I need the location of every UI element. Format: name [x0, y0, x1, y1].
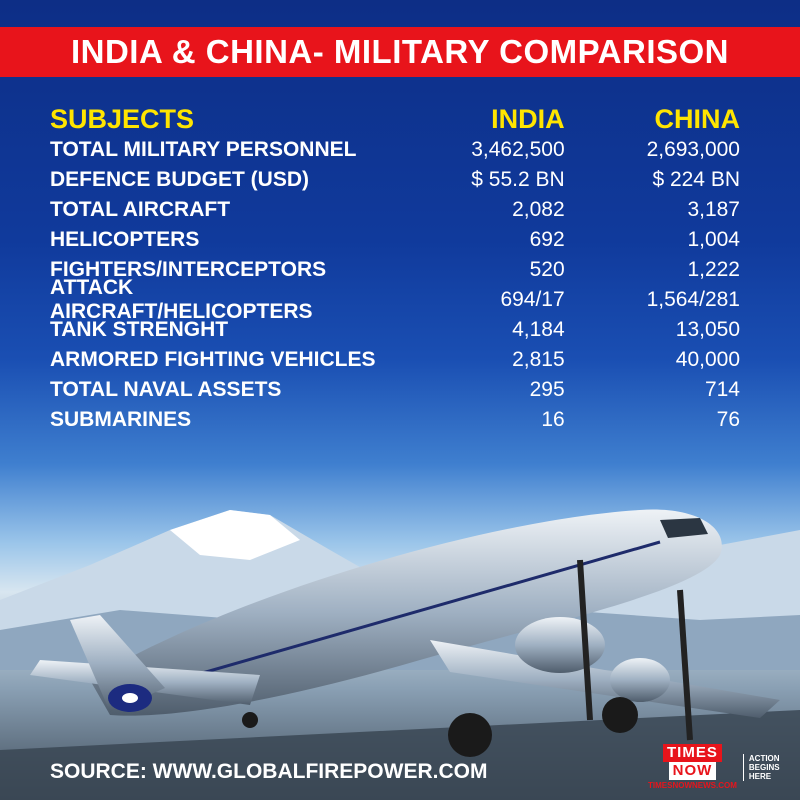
source-citation: SOURCE: WWW.GLOBALFIREPOWER.COM — [50, 760, 488, 783]
table-row: TOTAL NAVAL ASSETS 295 714 — [50, 375, 740, 405]
logo-tagline-2: BEGINS — [748, 762, 780, 772]
table-row: ARMORED FIGHTING VEHICLES 2,815 40,000 — [50, 345, 740, 375]
title-banner: INDIA & CHINA- MILITARY COMPARISON — [0, 27, 800, 77]
cell-china: 76 — [716, 408, 740, 431]
cell-subject: DEFENCE BUDGET (USD) — [50, 168, 310, 191]
cell-china: 40,000 — [675, 348, 740, 371]
times-now-logo: TIMES NOW TIMESNOWNEWS.COM ACTION BEGINS… — [648, 742, 796, 792]
cell-china: 1,564/281 — [646, 288, 740, 311]
page-title: INDIA & CHINA- MILITARY COMPARISON — [70, 33, 730, 70]
cell-india: 692 — [529, 228, 565, 251]
table-row: HELICOPTERS 692 1,004 — [50, 225, 740, 255]
aircraft-illustration — [0, 509, 800, 800]
cell-china: 2,693,000 — [646, 138, 740, 161]
header-india: INDIA — [491, 104, 565, 134]
cell-subject: TOTAL NAVAL ASSETS — [50, 378, 282, 401]
cell-india: 694/17 — [500, 288, 565, 311]
logo-wordmark: TIMES NOW TIMESNOWNEWS.COM — [648, 744, 737, 790]
cell-subject: TOTAL AIRCRAFT — [50, 198, 231, 221]
table-header-row: SUBJECTS INDIA CHINA — [50, 95, 740, 135]
table-body: TOTAL MILITARY PERSONNEL 3,462,500 2,693,0… — [50, 135, 740, 435]
cell-india: 2,082 — [512, 198, 565, 221]
logo-tagline-1: ACTION — [748, 753, 780, 763]
cell-india: 4,184 — [512, 318, 565, 341]
cell-india: 3,462,500 — [471, 138, 565, 161]
cell-india: 2,815 — [512, 348, 565, 371]
logo-tagline-3: HERE — [748, 771, 772, 781]
logo-url: TIMESNOWNEWS.COM — [648, 781, 737, 790]
cell-china: 3,187 — [687, 198, 740, 221]
cell-china: 13,050 — [675, 318, 740, 341]
cell-subject: TANK STRENGHT — [50, 318, 229, 341]
cell-china: 714 — [704, 378, 740, 401]
table-row: SUBMARINES 16 76 — [50, 405, 740, 435]
table-row: DEFENCE BUDGET (USD) $ 55.2 BN $ 224 BN — [50, 165, 740, 195]
cell-china: $ 224 BN — [652, 168, 740, 191]
table-row: ATTACK AIRCRAFT/HELICOPTERS 694/17 1,564/2… — [50, 276, 740, 323]
logo-line-times: TIMES — [663, 744, 722, 762]
cell-china: 1,222 — [687, 258, 740, 281]
cell-india: 520 — [529, 258, 565, 281]
header-subjects: SUBJECTS — [50, 104, 195, 134]
header-china: CHINA — [654, 104, 741, 134]
cell-subject: SUBMARINES — [50, 408, 192, 431]
cell-subject: ATTACK AIRCRAFT/HELICOPTERS — [50, 276, 313, 323]
cell-subject: HELICOPTERS — [50, 228, 200, 251]
cell-india: $ 55.2 BN — [471, 168, 565, 191]
table-row: TOTAL MILITARY PERSONNEL 3,462,500 2,693,0… — [50, 135, 740, 165]
cell-china: 1,004 — [687, 228, 740, 251]
logo-line-now: NOW — [668, 762, 717, 780]
cell-india: 16 — [541, 408, 565, 431]
logo-tagline: ACTION BEGINS HERE — [742, 753, 780, 781]
cell-subject: FIGHTERS/INTERCEPTORS — [50, 258, 327, 281]
cell-india: 295 — [529, 378, 565, 401]
cell-subject: TOTAL MILITARY PERSONNEL — [50, 138, 357, 161]
table-row: TOTAL AIRCRAFT 2,082 3,187 — [50, 195, 740, 225]
comparison-table: SUBJECTS INDIA CHINA TOTAL MILITARY PERS… — [50, 95, 740, 435]
cell-subject: ARMORED FIGHTING VEHICLES — [50, 348, 376, 371]
table-row: FIGHTERS/INTERCEPTORS 520 1,222 — [50, 255, 740, 285]
table-row: TANK STRENGHT 4,184 13,050 — [50, 315, 740, 345]
